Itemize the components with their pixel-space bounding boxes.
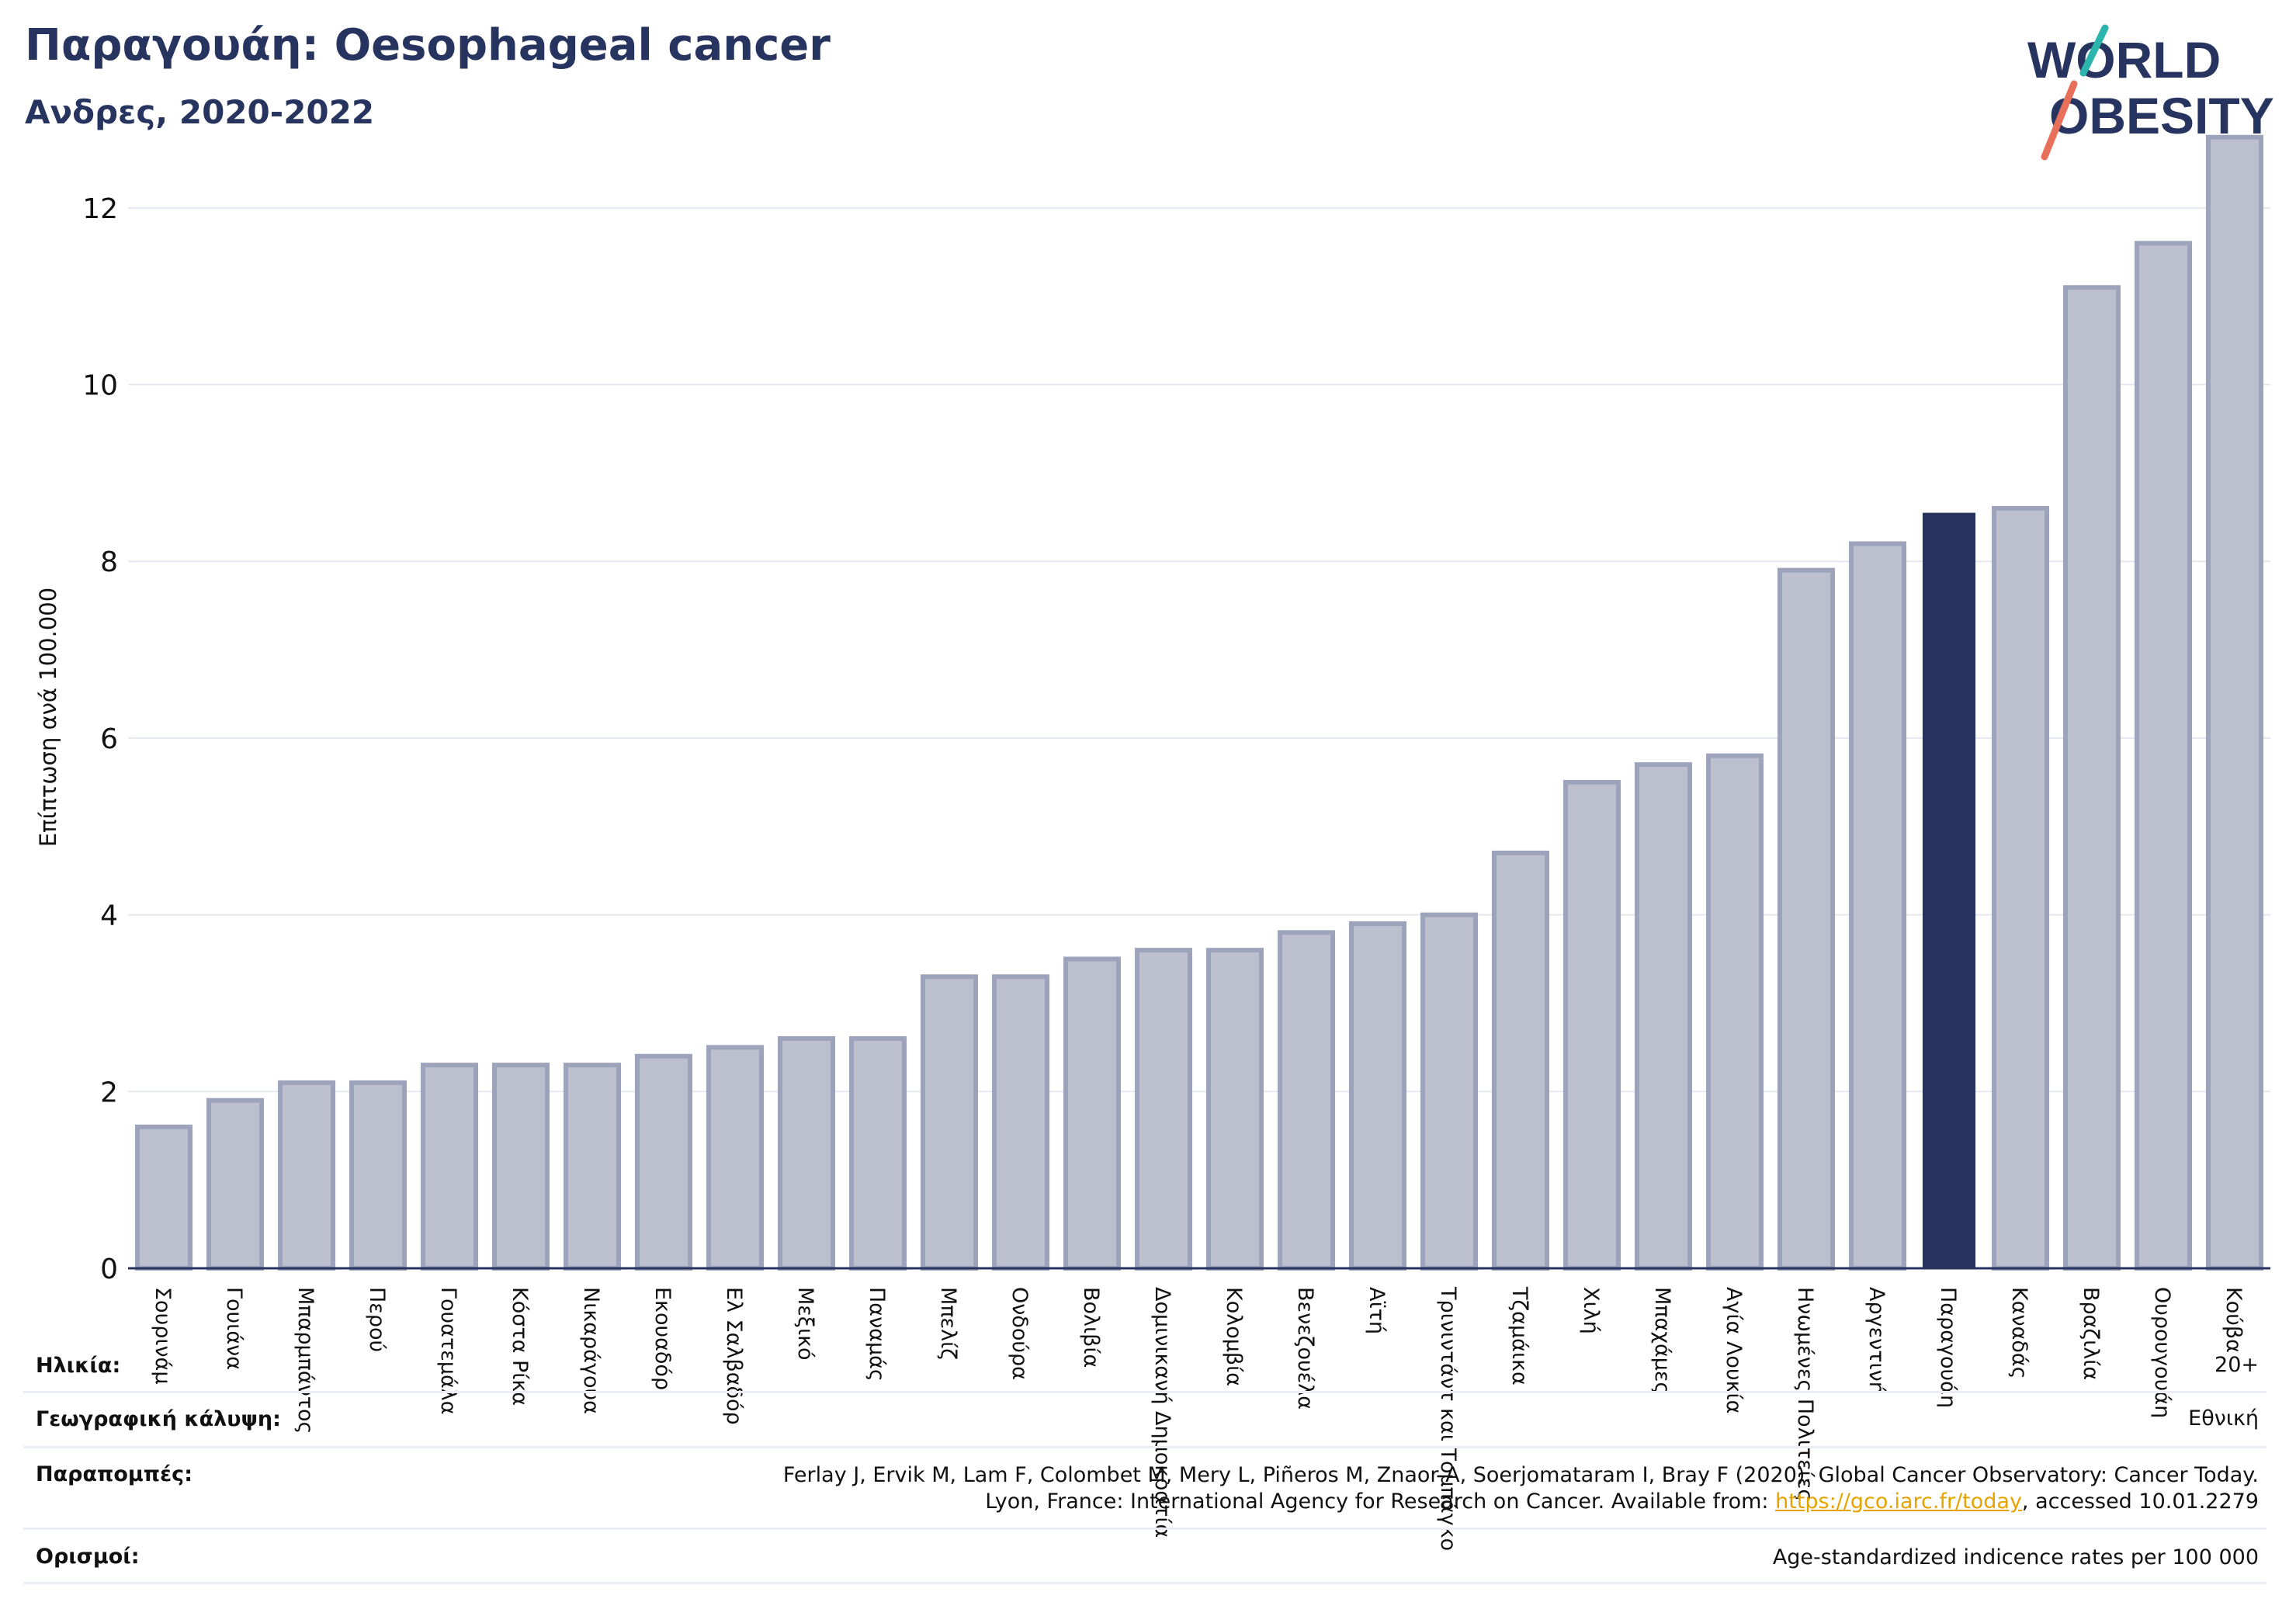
bar bbox=[1063, 956, 1122, 1271]
x-tick-label: Αργεντινή bbox=[1864, 1287, 1888, 1395]
x-tick-label: Γουατεμάλα bbox=[436, 1287, 460, 1415]
x-tick-label: Δομινικανή Δημοκρατία bbox=[1150, 1287, 1174, 1538]
x-tick-label: Βενεζουέλα bbox=[1293, 1287, 1317, 1410]
logo-line1: WORLD bbox=[2027, 31, 2221, 88]
x-tick-label: Περού bbox=[365, 1287, 389, 1352]
bar bbox=[848, 1036, 907, 1271]
y-tick-label: 2 bbox=[100, 1077, 118, 1108]
y-axis-label: Επίπτωση ανά 100.000 bbox=[35, 588, 61, 847]
references-line2: Lyon, France: International Agency for R… bbox=[783, 1489, 2259, 1515]
bar bbox=[1777, 567, 1836, 1271]
logo-slash-coral bbox=[2041, 80, 2078, 161]
bar bbox=[2134, 241, 2193, 1271]
bar bbox=[920, 974, 979, 1271]
x-tick-label: Αϊτή bbox=[1365, 1287, 1389, 1334]
bar bbox=[1420, 912, 1479, 1271]
world-obesity-logo: WORLD OBESITY bbox=[2027, 24, 2274, 161]
y-tick-label: 4 bbox=[100, 900, 118, 932]
references-value: Ferlay J, Ervik M, Lam F, Colombet M, Me… bbox=[783, 1462, 2259, 1515]
bar bbox=[777, 1036, 836, 1271]
x-tick-label: Μεξικό bbox=[793, 1287, 817, 1361]
y-tick-label: 8 bbox=[100, 546, 118, 578]
footer-references-row: Παραπομπές: Ferlay J, Ervik M, Lam F, Co… bbox=[23, 1448, 2267, 1530]
x-tick-label: Κόστα Ρίκα bbox=[508, 1287, 532, 1406]
y-tick-label: 10 bbox=[82, 370, 118, 402]
coverage-label: Γεωγραφική κάλυψη: bbox=[36, 1407, 281, 1431]
bar bbox=[349, 1080, 408, 1271]
age-label: Ηλικία: bbox=[36, 1354, 121, 1378]
x-tick-label: Κούβα bbox=[2221, 1287, 2246, 1353]
bar bbox=[206, 1098, 265, 1271]
x-tick-label: Καναδάς bbox=[2007, 1287, 2031, 1379]
bar bbox=[1634, 762, 1693, 1271]
definitions-value: Age-standardized indicence rates per 100… bbox=[1772, 1545, 2259, 1569]
bar bbox=[420, 1063, 479, 1271]
references-line1: Ferlay J, Ervik M, Lam F, Colombet M, Me… bbox=[782, 1463, 2259, 1487]
bar bbox=[491, 1063, 550, 1271]
x-tick-label: Παραγουάη bbox=[1936, 1287, 1960, 1408]
x-tick-label: Χιλή bbox=[1579, 1287, 1603, 1334]
x-tick-label: Βραζιλία bbox=[2079, 1287, 2103, 1380]
bar bbox=[563, 1063, 622, 1271]
x-tick-label: Βολιβία bbox=[1079, 1287, 1103, 1368]
footer-age-row: Ηλικία: 20+ bbox=[23, 1343, 2267, 1393]
definitions-label: Ορισμοί: bbox=[36, 1545, 140, 1569]
x-tick-label: Τζαμάικα bbox=[1507, 1286, 1531, 1385]
x-tick-label: Ηνωμένες Πολιτείες bbox=[1793, 1287, 1817, 1501]
logo-line2: OBESITY bbox=[2049, 87, 2274, 144]
bar bbox=[1348, 921, 1407, 1271]
x-tick-label: Μπελίζ bbox=[936, 1287, 960, 1360]
bar bbox=[634, 1053, 693, 1271]
bar bbox=[1991, 505, 2050, 1271]
x-tick-label: Τρινιντάντ και Τομπάγκο bbox=[1436, 1286, 1460, 1551]
x-tick-label: Μπαρμπάντος bbox=[293, 1287, 317, 1434]
footer-definitions-row: Ορισμοί: Age-standardized indicence rate… bbox=[23, 1529, 2267, 1584]
bar bbox=[706, 1045, 765, 1271]
x-tick-label: Εκουαδόρ bbox=[650, 1287, 675, 1390]
references-label: Παραπομπές: bbox=[36, 1462, 192, 1486]
bar-highlight bbox=[1922, 512, 1976, 1268]
bar bbox=[134, 1124, 193, 1271]
y-tick-label: 12 bbox=[82, 193, 118, 225]
age-value: 20+ bbox=[2214, 1353, 2259, 1377]
bar bbox=[1562, 779, 1621, 1271]
x-tick-label: Γουιάνα bbox=[222, 1287, 246, 1370]
x-tick-label: Ονδούρα bbox=[1008, 1287, 1032, 1380]
bar bbox=[1205, 948, 1264, 1271]
bar bbox=[2205, 134, 2264, 1271]
bar bbox=[1705, 753, 1764, 1271]
bar bbox=[991, 974, 1050, 1271]
x-tick-label: Παναμάς bbox=[865, 1287, 889, 1382]
coverage-value: Εθνική bbox=[2188, 1406, 2259, 1431]
bar bbox=[2062, 285, 2121, 1271]
bar bbox=[1848, 541, 1907, 1271]
logo-slash-teal bbox=[2079, 24, 2109, 77]
footer-coverage-row: Γεωγραφική κάλυψη: Εθνική bbox=[23, 1393, 2267, 1448]
references-line2-text: Lyon, France: International Agency for R… bbox=[985, 1489, 1776, 1514]
y-tick-label: 0 bbox=[100, 1254, 118, 1285]
y-tick-label: 6 bbox=[100, 723, 118, 755]
references-accessed: , accessed 10.01.2279 bbox=[2021, 1489, 2259, 1514]
page-subtitle: Ανδρες, 2020-2022 bbox=[25, 93, 375, 131]
x-tick-label: Κολομβία bbox=[1222, 1287, 1246, 1386]
x-tick-label: Σουρινάμ bbox=[151, 1287, 175, 1385]
references-link[interactable]: https://gco.iarc.fr/today bbox=[1775, 1489, 2022, 1514]
x-tick-label: Μπαχάμες bbox=[1650, 1287, 1674, 1394]
x-tick-label: Ουρουγουάη bbox=[2150, 1287, 2174, 1418]
bar bbox=[1491, 850, 1550, 1271]
page-title: Παραγουάη: Oesophageal cancer bbox=[25, 20, 831, 71]
bar bbox=[1134, 948, 1193, 1271]
bar bbox=[1277, 930, 1336, 1271]
bar bbox=[277, 1080, 336, 1271]
x-tick-label: Ελ Σαλβαδόρ bbox=[722, 1287, 746, 1425]
